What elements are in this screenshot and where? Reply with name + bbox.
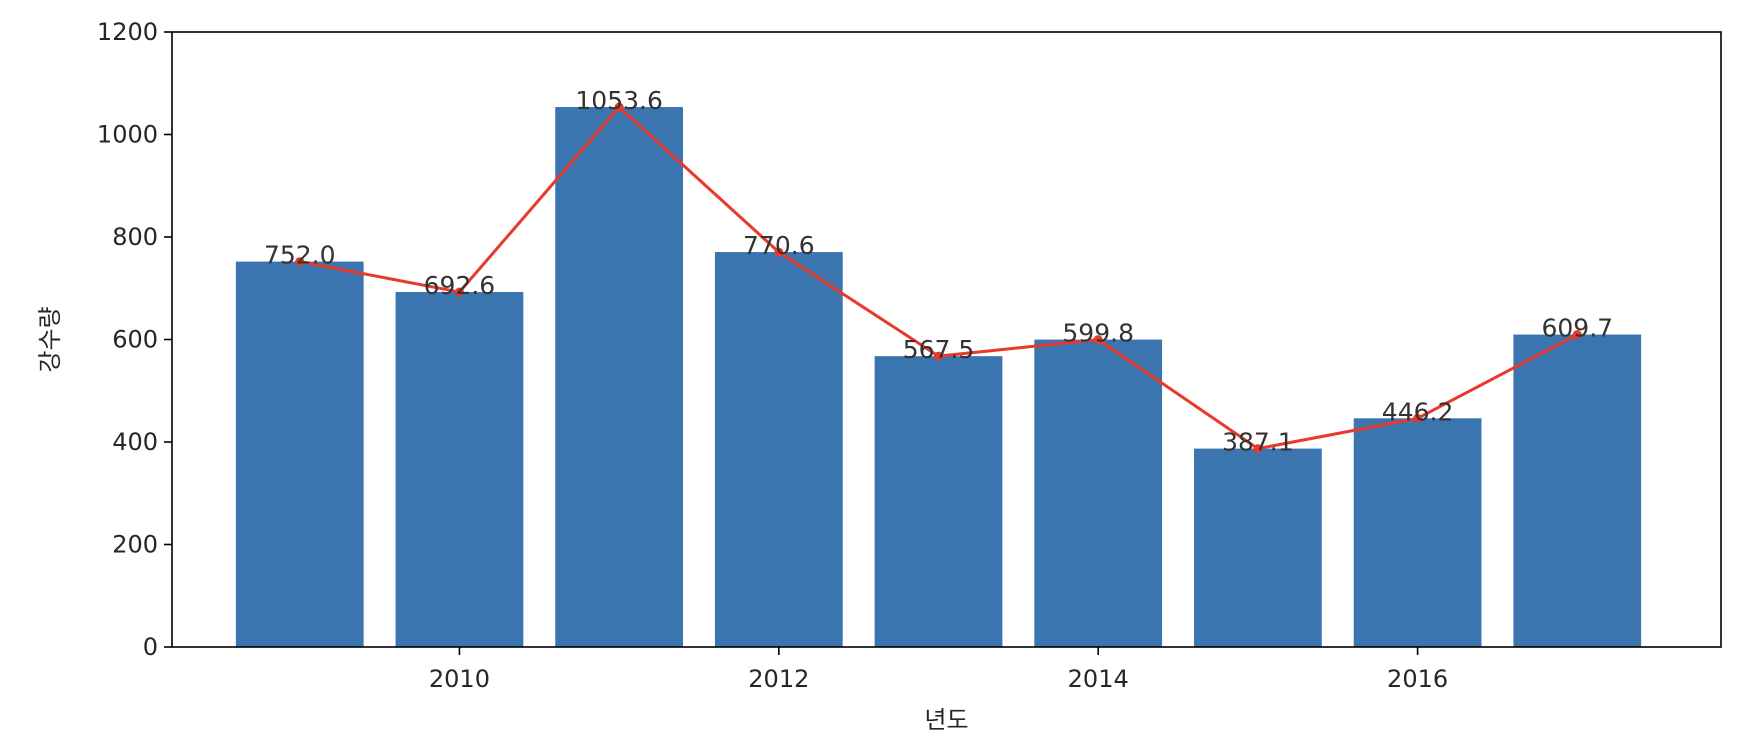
y-tick-label-600: 600 xyxy=(112,326,158,354)
line-point-2014 xyxy=(1093,335,1103,345)
bar-2011 xyxy=(555,107,684,647)
bar-2014 xyxy=(1034,339,1163,647)
bars-group xyxy=(235,107,1642,647)
y-tick-label-400: 400 xyxy=(112,428,158,456)
data-label-2015: 387.1 xyxy=(1222,428,1294,457)
data-label-2010: 692.6 xyxy=(424,271,496,300)
axes-group: 0 200 400 600 800 1000 1200 2010 2012 2014 2016 xyxy=(97,18,1722,693)
data-label-2014: 599.8 xyxy=(1062,319,1134,348)
x-tick-label-2014: 2014 xyxy=(1068,665,1129,693)
bar-2012 xyxy=(714,252,843,647)
bar-2013 xyxy=(874,356,1003,647)
bar-2016 xyxy=(1353,418,1482,647)
line-point-2012 xyxy=(774,247,784,257)
x-tick-label-2012: 2012 xyxy=(748,665,809,693)
bar-2017 xyxy=(1513,334,1642,647)
y-tick-label-1200: 1200 xyxy=(97,18,158,46)
y-tick-label-800: 800 xyxy=(112,223,158,251)
y-tick-label-1000: 1000 xyxy=(97,121,158,149)
line-point-2016 xyxy=(1413,413,1423,423)
line-group xyxy=(295,102,1582,454)
line-point-2013 xyxy=(934,351,944,361)
y-axis-label: 강수량 xyxy=(36,306,64,372)
line-point-2011 xyxy=(614,102,624,112)
x-axis-label: 년도 xyxy=(924,706,968,734)
line-point-2017 xyxy=(1572,330,1582,340)
y-tick-label-200: 200 xyxy=(112,531,158,559)
data-labels-group: 752.0 692.6 1053.6 770.6 567.5 599.8 387.1 446.… xyxy=(264,86,1613,457)
y-tick-label-0: 0 xyxy=(143,633,158,661)
line-point-2009 xyxy=(295,257,305,267)
bar-2015 xyxy=(1194,448,1322,647)
line-point-2015 xyxy=(1253,444,1263,454)
data-label-2016: 446.2 xyxy=(1382,397,1454,426)
line-point-2010 xyxy=(454,287,464,297)
data-label-2012: 770.6 xyxy=(743,231,815,260)
data-label-2009: 752.0 xyxy=(264,241,336,270)
data-label-2017: 609.7 xyxy=(1541,314,1613,343)
data-label-2011: 1053.6 xyxy=(575,86,662,115)
x-tick-label-2016: 2016 xyxy=(1387,665,1448,693)
data-label-2013: 567.5 xyxy=(903,335,975,364)
x-tick-label-2010: 2010 xyxy=(429,665,490,693)
bar-2009 xyxy=(235,261,364,647)
bar-2010 xyxy=(395,292,524,647)
